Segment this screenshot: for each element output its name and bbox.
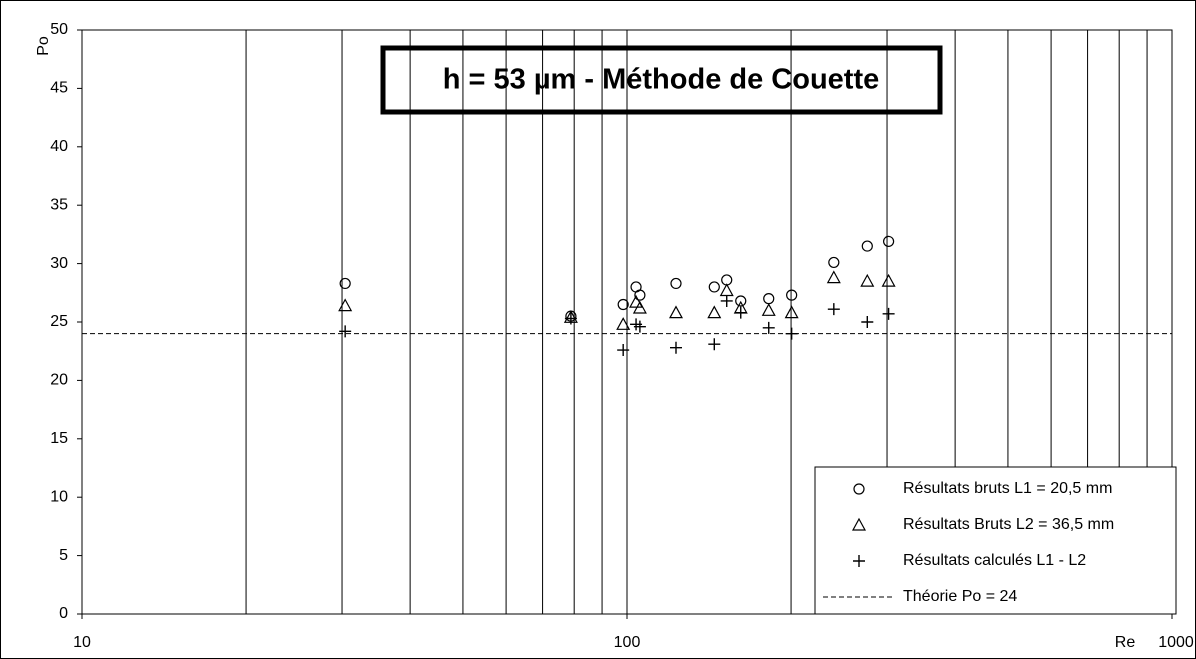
point-plus <box>564 312 577 325</box>
point-circle <box>670 277 682 290</box>
point-circle <box>861 240 873 252</box>
point-triangle <box>632 300 647 314</box>
y-tick-label: 35 <box>50 196 68 213</box>
point-plus <box>617 344 630 357</box>
legend-box <box>814 466 1177 615</box>
point-triangle <box>707 305 722 319</box>
point-triangle <box>826 270 841 284</box>
point-circle <box>708 281 720 293</box>
point-circle <box>786 289 798 301</box>
point-plus <box>339 325 352 338</box>
legend-label: Résultats calculés L1 - L2 <box>903 552 1086 569</box>
point-plus <box>861 316 874 328</box>
legend-label: Résultats Bruts L2 = 36,5 mm <box>903 516 1114 533</box>
point-triangle <box>784 305 799 319</box>
point-plus <box>785 327 798 340</box>
point-triangle <box>668 305 684 319</box>
y-tick-label: 30 <box>50 255 68 272</box>
point-circle <box>617 298 629 311</box>
y-tick-label: 40 <box>50 138 68 155</box>
y-tick-label: 45 <box>50 80 68 97</box>
plot-frame <box>81 29 1173 615</box>
y-tick-label: 50 <box>50 21 68 38</box>
x-tick-label: 10 <box>73 634 91 651</box>
y-tick-label: 0 <box>59 605 68 622</box>
point-plus <box>669 341 682 354</box>
y-axis-label: Po <box>35 36 52 56</box>
point-circle <box>883 235 895 248</box>
point-circle <box>735 295 747 307</box>
point-plus <box>720 294 733 307</box>
point-plus <box>734 306 747 319</box>
y-tick-label: 5 <box>59 547 68 564</box>
y-tick-label: 25 <box>50 313 68 330</box>
point-triangle <box>338 298 353 312</box>
y-tick-label: 20 <box>50 372 68 389</box>
point-triangle <box>860 273 875 287</box>
point-triangle <box>881 273 896 287</box>
legend-marker <box>851 517 867 531</box>
point-plus <box>827 303 840 316</box>
point-circle <box>634 289 646 301</box>
title-box <box>380 45 943 115</box>
point-triangle <box>616 317 631 330</box>
x-tick-label: 100 <box>614 634 641 651</box>
legend-label: Théorie Po = 24 <box>903 588 1017 605</box>
point-triangle <box>629 294 644 308</box>
point-plus <box>708 338 721 351</box>
point-plus <box>762 321 775 334</box>
legend-marker <box>853 555 865 567</box>
legend-marker <box>853 483 865 495</box>
point-plus <box>633 320 646 333</box>
point-circle <box>828 256 840 269</box>
point-circle <box>339 277 351 290</box>
point-plus <box>882 307 895 320</box>
x-tick-label: 1000 <box>1158 634 1194 651</box>
legend-label: Résultats bruts L1 = 20,5 mm <box>903 480 1112 497</box>
y-tick-label: 15 <box>50 430 68 447</box>
x-axis-label: Re <box>1115 634 1136 651</box>
chart-title: h = 53 µm - Méthode de Couette <box>443 64 879 96</box>
y-tick-label: 10 <box>50 488 68 505</box>
point-triangle <box>761 303 776 316</box>
